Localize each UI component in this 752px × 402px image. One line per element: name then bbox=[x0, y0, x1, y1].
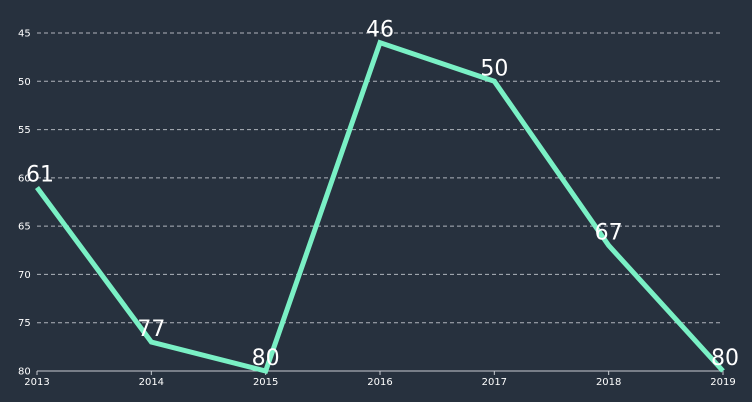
x-tick-label: 2018 bbox=[596, 377, 621, 388]
data-label: 80 bbox=[711, 346, 739, 371]
y-tick-label: 50 bbox=[18, 77, 31, 88]
x-tick-label: 2016 bbox=[367, 377, 392, 388]
data-label: 50 bbox=[480, 56, 508, 81]
x-tick-label: 2014 bbox=[139, 377, 164, 388]
data-label: 67 bbox=[595, 220, 623, 245]
series-group bbox=[34, 39, 725, 374]
data-labels: 61 77 80 46 50 67 80 bbox=[26, 18, 739, 371]
data-label: 80 bbox=[252, 346, 280, 371]
x-tick-label: 2019 bbox=[710, 377, 735, 388]
x-tick-label: 2015 bbox=[253, 377, 278, 388]
x-tick-label: 2013 bbox=[24, 377, 49, 388]
y-tick-label: 75 bbox=[18, 318, 31, 329]
series-line bbox=[34, 39, 725, 374]
data-label: 77 bbox=[137, 317, 165, 342]
y-tick-label: 60 bbox=[18, 173, 31, 184]
x-axis-ticks: 2013 2014 2015 2016 2017 2018 2019 bbox=[24, 371, 736, 388]
y-tick-label: 80 bbox=[18, 367, 31, 378]
y-axis-ticks: 45 50 55 60 65 70 75 80 bbox=[18, 29, 31, 378]
y-tick-label: 70 bbox=[18, 270, 31, 281]
y-tick-label: 55 bbox=[18, 125, 31, 136]
data-label: 61 bbox=[26, 163, 54, 188]
data-label: 46 bbox=[366, 18, 394, 43]
x-tick-label: 2017 bbox=[482, 377, 507, 388]
y-tick-label: 45 bbox=[18, 29, 31, 40]
grid-lines bbox=[37, 32, 723, 324]
y-tick-label: 65 bbox=[18, 222, 31, 233]
